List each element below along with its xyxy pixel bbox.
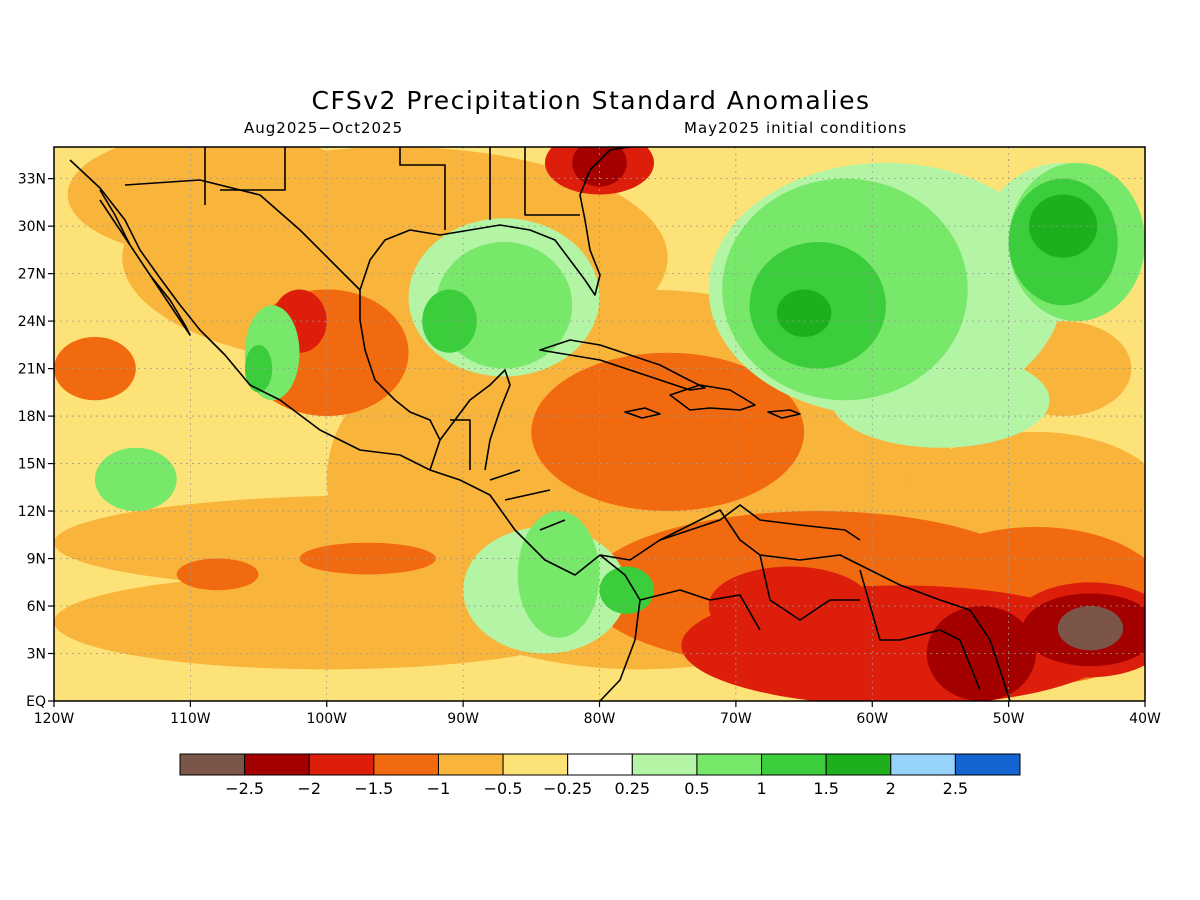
lat-tick-label: 9N [27, 552, 46, 568]
border-mexico-us [124, 179, 361, 291]
anomaly-patch [776, 289, 832, 337]
lon-tick-label: 90W [447, 711, 479, 727]
colorbar-label: −2 [297, 779, 321, 798]
lon-tick-label: 50W [993, 711, 1025, 727]
coast-jamaica [624, 407, 661, 419]
colorbar-swatch [761, 753, 827, 776]
lon-tick-label: 60W [856, 711, 888, 727]
colorbar-swatch [890, 753, 956, 776]
colorbar-label: 1.5 [813, 779, 838, 798]
anomaly-patch [708, 566, 873, 646]
coast-yucatan [439, 369, 511, 471]
colorbar-swatch [631, 753, 698, 776]
lat-tick-label: 24N [18, 314, 46, 330]
colorbar: −2.5 −2 −1.5 −1 −0.5 −0.25 0.25 0.5 1 1.5 2 2.5 [179, 753, 1021, 798]
coast-south-america [599, 509, 1011, 701]
colorbar-swatch [308, 753, 375, 776]
colorbar-swatch [179, 753, 246, 776]
lat-tick-label: 6N [27, 599, 46, 615]
lon-tick-label: 110W [170, 711, 211, 727]
anomaly-field [54, 147, 1145, 701]
colorbar-swatch [244, 753, 310, 776]
lat-tick-label: 3N [27, 647, 46, 663]
lon-tick-label: 80W [584, 711, 616, 727]
coast-hispaniola [669, 384, 756, 411]
lat-tick-label: 30N [18, 219, 46, 235]
map-axes: 120W 110W 100W 90W 80W 70W 60W 50W 40W EQ 3N 6N 9N 12… [18, 172, 1161, 727]
colorbar-swatch [696, 753, 763, 776]
lat-tick-label: 18N [18, 409, 46, 425]
colorbar-swatch [502, 753, 569, 776]
lon-tick-label: 100W [306, 711, 347, 727]
border-central-america [450, 419, 566, 531]
lat-tick-label: 33N [18, 172, 46, 188]
coast-gulf-of-mexico [359, 147, 631, 471]
anomaly-patch [599, 566, 655, 614]
colorbar-label: −1.5 [354, 779, 393, 798]
anomaly-patch [572, 147, 627, 187]
coast-baja-california [99, 189, 191, 336]
coast-us-mexico-central-america [69, 159, 861, 576]
colorbar-label: 0.5 [684, 779, 709, 798]
colorbar-label: −0.5 [484, 779, 523, 798]
colorbar-label: −0.25 [543, 779, 592, 798]
colorbar-label: 2 [886, 779, 896, 798]
anomaly-patch [517, 511, 600, 638]
colorbar-label: 2.5 [943, 779, 968, 798]
anomaly-patch [54, 336, 136, 401]
forecast-period: Aug2025−Oct2025 [244, 119, 404, 137]
colorbar-swatch [825, 753, 892, 776]
colorbar-label: −2.5 [225, 779, 264, 798]
lon-tick-label: 70W [720, 711, 752, 727]
colorbar-swatch [567, 753, 633, 776]
initial-conditions: May2025 initial conditions [684, 119, 908, 137]
colorbar-label: 1 [756, 779, 766, 798]
lat-tick-label: 27N [18, 267, 46, 283]
anomaly-patch [1057, 606, 1124, 651]
anomaly-patch [176, 558, 259, 591]
lat-tick-label: 12N [18, 504, 46, 520]
lat-tick-label: EQ [26, 694, 46, 710]
coast-puerto-rico [767, 409, 801, 419]
anomaly-patch [94, 447, 177, 512]
colorbar-swatch [954, 753, 1021, 776]
anomaly-patch [67, 147, 368, 258]
lon-tick-label: 40W [1129, 711, 1161, 727]
border-us-states [204, 147, 580, 230]
map-title: CFSv2 Precipitation Standard Anomalies [311, 86, 871, 115]
colorbar-swatch [373, 753, 439, 776]
colorbar-label: 0.25 [614, 779, 650, 798]
lon-tick-label: 120W [34, 711, 75, 727]
anomaly-patch [926, 606, 1036, 701]
coastlines [69, 147, 1011, 701]
lat-tick-label: 15N [18, 457, 46, 473]
colorbar-swatch [437, 753, 504, 776]
border-south-america [639, 554, 981, 691]
lat-tick-label: 21N [18, 362, 46, 378]
anomaly-patch [422, 289, 477, 353]
colorbar-label: −1 [427, 779, 451, 798]
coast-cuba [539, 339, 706, 391]
